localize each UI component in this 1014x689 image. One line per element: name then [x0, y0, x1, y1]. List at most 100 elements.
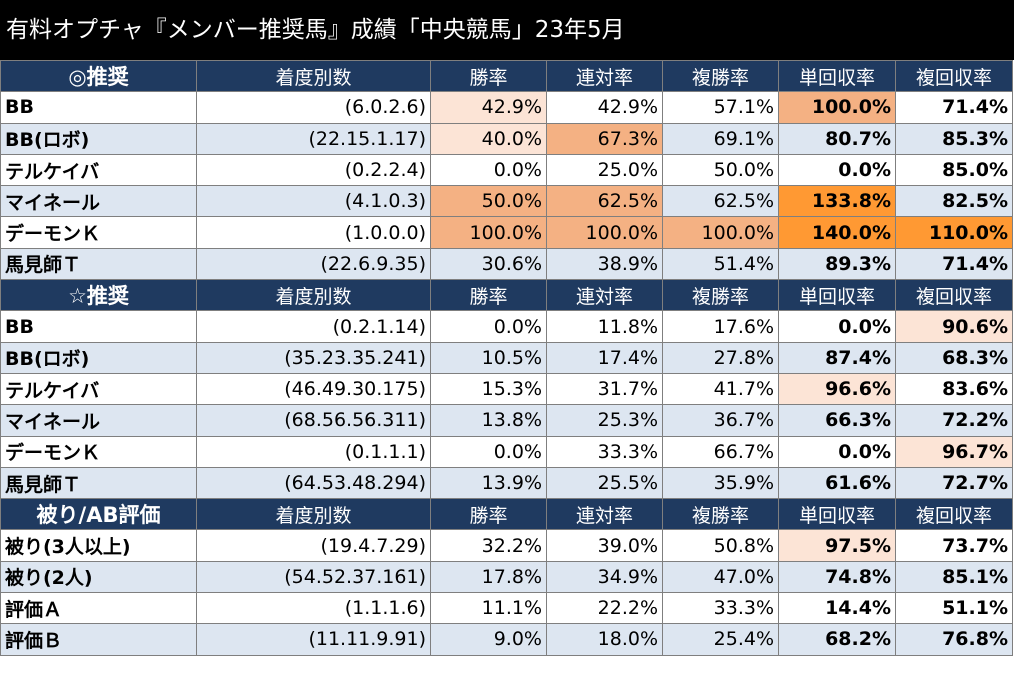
win-rate-cell: 30.6% [430, 247, 547, 281]
place-return-cell: 72.2% [895, 404, 1013, 437]
place-rate-cell: 100.0% [662, 216, 779, 249]
section-label: 被り/AB評価 [0, 498, 197, 531]
win-return-cell: 0.0% [778, 435, 896, 468]
table-row: BB(ロボ) (22.15.1.17) 40.0% 67.3% 69.1% 80.7% 85… [0, 122, 1013, 155]
win-rate-cell: 0.0% [430, 310, 547, 343]
win-rate-cell: 17.8% [430, 560, 547, 594]
section-header-row: ☆推奨 着度別数 勝率 連対率 複勝率 単回収率 複回収率 [0, 279, 1013, 312]
win-return-cell: 87.4% [778, 341, 896, 374]
row-name: テルケイバ [0, 372, 197, 406]
place-return-cell: 72.7% [895, 466, 1013, 500]
quinella-rate-cell: 22.2% [546, 592, 663, 625]
quinella-rate-cell: 42.9% [546, 91, 663, 124]
win-rate-cell: 50.0% [430, 185, 547, 218]
win-return-cell: 97.5% [778, 529, 896, 562]
win-rate-cell: 42.9% [430, 91, 547, 124]
table-row: BB(ロボ) (35.23.35.241) 10.5% 17.4% 27.8% 87.4%… [0, 341, 1013, 374]
place-return-cell: 85.3% [895, 122, 1013, 155]
record-cell: (11.11.9.91) [196, 623, 431, 656]
place-rate-cell: 57.1% [662, 91, 779, 124]
row-name: マイネール [0, 185, 197, 218]
win-rate-cell: 0.0% [430, 435, 547, 468]
quinella-rate-cell: 17.4% [546, 341, 663, 374]
quinella-rate-cell: 34.9% [546, 560, 663, 594]
win-rate-cell: 40.0% [430, 122, 547, 155]
row-name: 評価Ｂ [0, 623, 197, 656]
table-row: マイネール (68.56.56.311) 13.8% 25.3% 36.7% 66.3% 7… [0, 404, 1013, 437]
place-return-cell: 76.8% [895, 623, 1013, 656]
place-return-cell: 71.4% [895, 91, 1013, 124]
table-row: 馬見師Ｔ (64.53.48.294) 13.9% 25.5% 35.9% 61.6% 72… [0, 466, 1013, 500]
win-rate-cell: 0.0% [430, 153, 547, 187]
place-return-cell: 71.4% [895, 247, 1013, 281]
row-name: BB(ロボ) [0, 341, 197, 374]
win-return-cell: 14.4% [778, 592, 896, 625]
record-cell: (0.1.1.1) [196, 435, 431, 468]
place-return-cell: 85.1% [895, 560, 1013, 594]
quinella-rate-cell: 62.5% [546, 185, 663, 218]
win-rate-cell: 32.2% [430, 529, 547, 562]
quinella-rate-cell: 33.3% [546, 435, 663, 468]
record-cell: (4.1.0.3) [196, 185, 431, 218]
column-header: 着度別数 [196, 279, 431, 312]
quinella-rate-cell: 18.0% [546, 623, 663, 656]
page-title: 有料オプチャ『メンバー推奨馬』成績「中央競馬」23年5月 [0, 0, 1014, 60]
record-cell: (19.4.7.29) [196, 529, 431, 562]
quinella-rate-cell: 38.9% [546, 247, 663, 281]
win-rate-cell: 10.5% [430, 341, 547, 374]
record-cell: (1.0.0.0) [196, 216, 431, 249]
quinella-rate-cell: 11.8% [546, 310, 663, 343]
row-name: デーモンＫ [0, 216, 197, 249]
results-table: ◎推奨 着度別数 勝率 連対率 複勝率 単回収率 複回収率 BB (6.0.2.6) 42.9% 4… [0, 59, 1013, 656]
row-name: マイネール [0, 404, 197, 437]
table-row: 評価Ａ (1.1.1.6) 11.1% 22.2% 33.3% 14.4% 51.1% [0, 592, 1013, 625]
column-header: 複勝率 [662, 59, 779, 93]
win-return-cell: 89.3% [778, 247, 896, 281]
row-name: デーモンＫ [0, 435, 197, 468]
column-header: 連対率 [546, 59, 663, 93]
place-return-cell: 73.7% [895, 529, 1013, 562]
table-row: 被り(2人) (54.52.37.161) 17.8% 34.9% 47.0% 74.8%… [0, 560, 1013, 594]
quinella-rate-cell: 25.3% [546, 404, 663, 437]
column-header: 着度別数 [196, 498, 431, 531]
table-row: 馬見師Ｔ (22.6.9.35) 30.6% 38.9% 51.4% 89.3% 71.4% [0, 247, 1013, 281]
record-cell: (1.1.1.6) [196, 592, 431, 625]
place-rate-cell: 25.4% [662, 623, 779, 656]
column-header: 着度別数 [196, 59, 431, 93]
win-return-cell: 133.8% [778, 185, 896, 218]
table-row: デーモンＫ (1.0.0.0) 100.0% 100.0% 100.0% 140.0% 11… [0, 216, 1013, 249]
record-cell: (46.49.30.175) [196, 372, 431, 406]
column-header: 複回収率 [895, 279, 1013, 312]
column-header: 複勝率 [662, 498, 779, 531]
table-row: テルケイバ (0.2.2.4) 0.0% 25.0% 50.0% 0.0% 85.0% [0, 153, 1013, 187]
table-row: テルケイバ (46.49.30.175) 15.3% 31.7% 41.7% 96.6% 8… [0, 372, 1013, 406]
column-header: 勝率 [430, 59, 547, 93]
record-cell: (35.23.35.241) [196, 341, 431, 374]
place-rate-cell: 62.5% [662, 185, 779, 218]
row-name: 馬見師Ｔ [0, 466, 197, 500]
record-cell: (22.15.1.17) [196, 122, 431, 155]
table-row: 被り(3人以上) (19.4.7.29) 32.2% 39.0% 50.8% 97.5% 7… [0, 529, 1013, 562]
place-rate-cell: 50.8% [662, 529, 779, 562]
row-name: 馬見師Ｔ [0, 247, 197, 281]
table-row: 評価Ｂ (11.11.9.91) 9.0% 18.0% 25.4% 68.2% 76.8% [0, 623, 1013, 656]
table-row: デーモンＫ (0.1.1.1) 0.0% 33.3% 66.7% 0.0% 96.7% [0, 435, 1013, 468]
place-rate-cell: 17.6% [662, 310, 779, 343]
place-rate-cell: 51.4% [662, 247, 779, 281]
quinella-rate-cell: 25.0% [546, 153, 663, 187]
row-name: 被り(2人) [0, 560, 197, 594]
quinella-rate-cell: 67.3% [546, 122, 663, 155]
place-return-cell: 110.0% [895, 216, 1013, 249]
win-rate-cell: 13.9% [430, 466, 547, 500]
place-rate-cell: 33.3% [662, 592, 779, 625]
record-cell: (6.0.2.6) [196, 91, 431, 124]
win-return-cell: 68.2% [778, 623, 896, 656]
win-return-cell: 74.8% [778, 560, 896, 594]
win-return-cell: 61.6% [778, 466, 896, 500]
place-return-cell: 85.0% [895, 153, 1013, 187]
win-return-cell: 140.0% [778, 216, 896, 249]
win-return-cell: 96.6% [778, 372, 896, 406]
place-rate-cell: 50.0% [662, 153, 779, 187]
win-rate-cell: 100.0% [430, 216, 547, 249]
row-name: テルケイバ [0, 153, 197, 187]
